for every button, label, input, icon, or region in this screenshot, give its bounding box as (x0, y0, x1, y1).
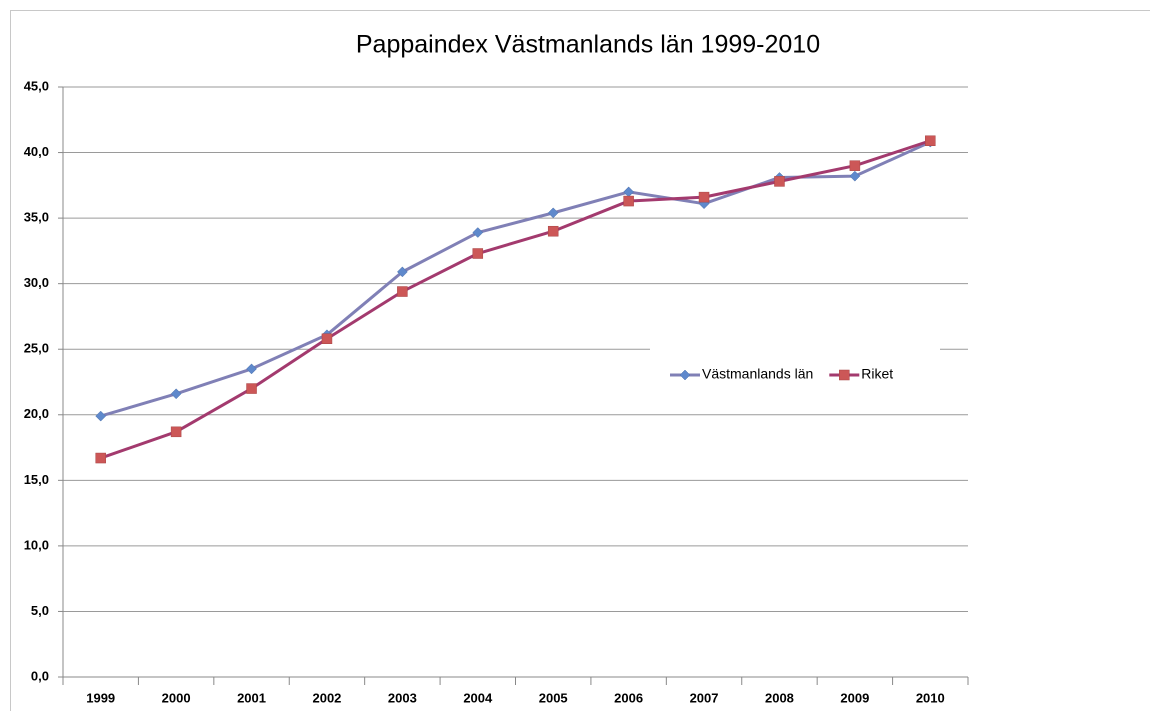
data-point (774, 176, 784, 186)
data-point (96, 453, 106, 463)
chart-title: Pappaindex Västmanlands län 1999-2010 (356, 31, 820, 59)
data-point (624, 196, 634, 206)
data-point (171, 427, 181, 437)
y-tick-label: 5,0 (31, 603, 49, 618)
data-point (850, 161, 860, 171)
data-point (397, 287, 407, 297)
y-tick-label: 30,0 (24, 275, 49, 290)
y-tick-label: 10,0 (24, 537, 49, 552)
x-tick-label: 2006 (614, 690, 643, 705)
y-tick-label: 45,0 (24, 78, 49, 93)
x-tick-label: 2003 (388, 690, 417, 705)
data-point (548, 226, 558, 236)
x-tick-label: 2005 (539, 690, 568, 705)
data-point (473, 249, 483, 259)
y-tick-label: 40,0 (24, 144, 49, 159)
chart-frame (11, 11, 1150, 712)
x-tick-label: 2004 (463, 690, 493, 705)
y-tick-label: 25,0 (24, 341, 49, 356)
y-tick-label: 35,0 (24, 210, 49, 225)
x-tick-label: 2010 (916, 690, 945, 705)
legend-label: Riket (861, 366, 893, 382)
x-tick-label: 2009 (840, 690, 869, 705)
x-tick-label: 2007 (690, 690, 719, 705)
data-point (699, 192, 709, 202)
x-tick-label: 1999 (86, 690, 115, 705)
x-tick-label: 2002 (312, 690, 341, 705)
y-tick-label: 15,0 (24, 472, 49, 487)
legend-label: Västmanlands län (702, 366, 813, 382)
y-tick-label: 0,0 (31, 668, 49, 683)
y-tick-label: 20,0 (24, 406, 49, 421)
x-tick-label: 2008 (765, 690, 794, 705)
data-point (322, 334, 332, 344)
legend-marker (839, 370, 849, 380)
x-tick-label: 2001 (237, 690, 266, 705)
data-point (247, 384, 257, 394)
x-tick-label: 2000 (162, 690, 191, 705)
data-point (925, 136, 935, 146)
